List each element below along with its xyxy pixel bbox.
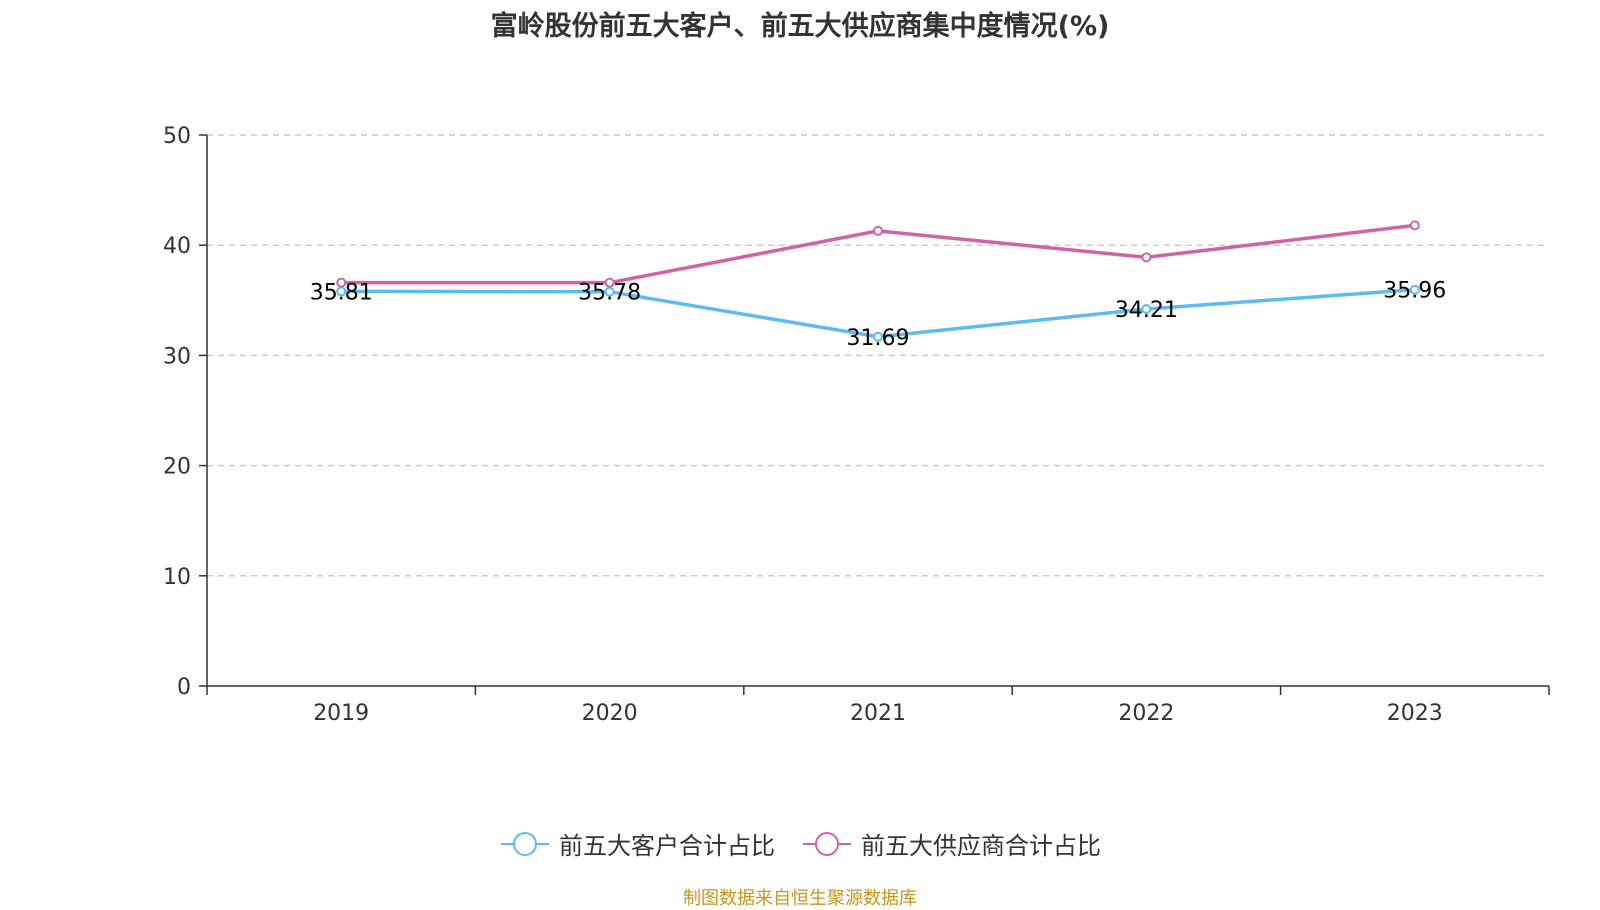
legend-item-suppliers[interactable]: 前五大供应商合计占比 xyxy=(801,826,1101,861)
x-tick-label: 2023 xyxy=(1387,701,1443,726)
x-tick-label: 2020 xyxy=(582,701,638,726)
legend: 前五大客户合计占比 前五大供应商合计占比 xyxy=(0,826,1600,861)
y-tick-label: 0 xyxy=(177,675,191,700)
data-point xyxy=(1141,304,1152,315)
legend-label-suppliers: 前五大供应商合计占比 xyxy=(861,832,1101,860)
data-label: 35.78 xyxy=(578,281,641,306)
source-note: 制图数据来自恒生聚源数据库 xyxy=(683,888,917,909)
y-tick-label: 30 xyxy=(163,344,191,369)
legend-suppliers-icon xyxy=(803,831,851,856)
data-point xyxy=(873,225,883,236)
data-label: 34.21 xyxy=(1115,298,1178,323)
legend-item-customers[interactable]: 前五大客户合计占比 xyxy=(499,826,775,861)
x-tick-label: 2021 xyxy=(850,701,906,726)
data-point xyxy=(1141,252,1152,263)
data-point xyxy=(1409,220,1420,231)
y-tick-label: 50 xyxy=(163,124,191,149)
chart-title: 富岭股份前五大客户、前五大供应商集中度情况(%) xyxy=(490,11,1110,42)
data-label: 35.96 xyxy=(1383,279,1446,304)
data-point xyxy=(873,331,883,342)
x-tick-label: 2019 xyxy=(313,701,369,726)
data-point xyxy=(336,277,347,288)
data-point xyxy=(604,277,615,288)
data-label: 35.81 xyxy=(310,280,373,305)
data-point xyxy=(604,286,615,297)
data-point xyxy=(1409,284,1420,295)
data-label: 31.69 xyxy=(847,326,910,351)
y-tick-label: 10 xyxy=(163,565,191,590)
legend-label-customers: 前五大客户合计占比 xyxy=(559,832,775,860)
y-tick-label: 40 xyxy=(163,234,191,259)
y-tick-label: 20 xyxy=(163,455,191,480)
legend-customers-icon xyxy=(501,831,549,856)
x-tick-label: 2022 xyxy=(1118,701,1174,726)
